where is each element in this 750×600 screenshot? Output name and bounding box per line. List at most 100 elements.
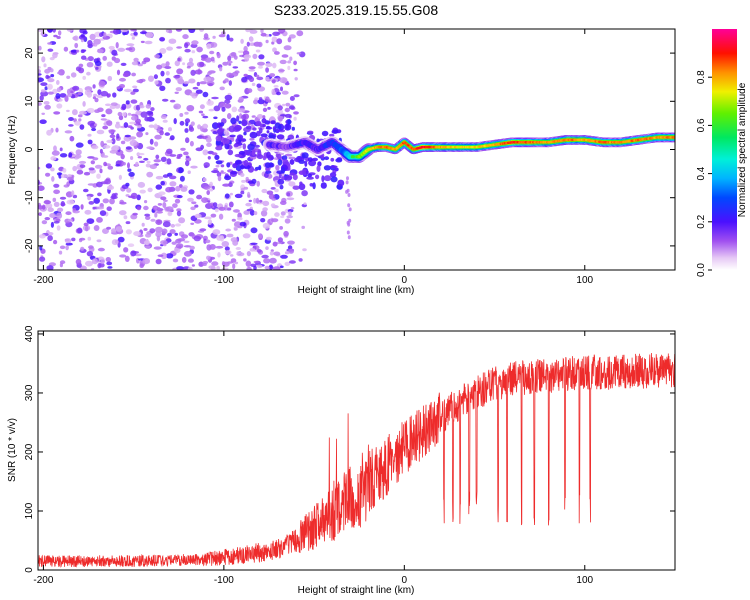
spectrogram-noise-blob [159,130,164,136]
spectrogram-noise-blob [276,134,285,140]
spectrogram-noise-blob [265,170,272,174]
spectrogram-noise-blob [96,129,105,135]
spectrogram-noise-blob [199,61,205,67]
spectrogram-noise-blob [276,91,281,96]
x-tick-label: -200 [33,575,53,586]
spectrogram-noise-blob [143,205,149,211]
spectrogram-noise-blob [248,66,256,70]
spectrogram-noise-blob [224,142,230,150]
spectrogram-noise-blob [271,79,276,84]
spectrogram-noise-blob [227,60,233,64]
spectrogram-noise-blob [72,85,80,91]
spectrogram-noise-blob [265,236,272,241]
spectrogram-noise-blob [288,156,296,160]
spectrogram-noise-blob [256,83,262,88]
spectrogram-noise-blob [288,260,296,264]
spectrogram-noise-blob [38,69,41,74]
spectrogram-noise-blob [221,241,230,247]
spectrogram-noise-blob [131,36,135,40]
spectrogram-noise-blob [160,70,165,77]
spectrogram-noise-blob [123,88,132,93]
spectrogram-noise-blob [269,73,276,78]
spectrogram-noise-blob [216,235,223,241]
spectrogram-noise-blob [218,206,226,211]
spectrogram-noise-blob [278,69,285,72]
spectrogram-noise-blob [252,127,257,131]
spectrogram-noise-blob [189,140,194,147]
spectrogram-noise-blob [51,150,60,156]
spectrogram-noise-blob [195,89,203,94]
spectrogram-noise-blob [211,96,219,100]
spectrogram-noise-blob [128,136,137,140]
spectrogram-noise-blob [256,76,264,81]
spectrogram-noise-blob [221,106,226,112]
x-tick-label: 0 [402,275,408,286]
spectrogram-noise-blob [127,125,133,128]
spectrogram-noise-blob [106,261,113,266]
spectrogram-noise-blob [84,209,92,215]
spectrogram-noise-blob [111,49,118,56]
spectrogram-noise-blob [208,265,216,270]
spectrogram-noise-blob [162,202,167,208]
spectrogram-noise-blob [247,143,255,151]
spectrogram-noise-blob [138,160,145,163]
spectrogram-noise-blob [155,175,164,180]
spectrogram-noise-blob [66,109,70,113]
spectrogram-noise-blob [239,221,246,227]
spectrogram-noise-blob [86,61,94,68]
spectrogram-noise-blob [217,175,222,182]
spectrogram-noise-blob [59,245,66,250]
spectrogram-noise-blob [274,212,280,217]
spectrogram-noise-blob [87,40,93,46]
spectrogram-noise-blob [115,226,123,232]
spectrogram-noise-blob [183,81,190,85]
spectrogram-noise-blob [78,160,87,164]
colorbar-tick-label: 0.6 [696,118,707,132]
spectrogram-noise-blob [208,108,215,112]
spectrogram-noise-blob [189,245,195,250]
spectrogram-noise-blob [316,165,321,173]
spectrogram-noise-blob [216,172,222,177]
spectrogram-noise-blob [271,91,277,95]
spectrogram-noise-blob [94,164,103,169]
spectrogram-noise-blob [191,264,195,267]
spectrogram-noise-blob [284,251,290,255]
spectrogram-noise-blob [279,184,284,190]
spectrogram-noise-blob [122,72,130,78]
spectrogram-noise-blob [160,114,167,119]
spectrogram-noise-blob [45,74,50,80]
spectrogram-noise-blob [166,46,174,51]
spectrogram-noise-blob [284,153,293,157]
spectrogram-noise-blob [205,239,211,244]
chart-title: S233.2025.319.15.55.G08 [274,2,438,18]
spectrogram-noise-blob [301,152,309,159]
spectrogram-noise-blob [115,149,124,156]
spectrogram-noise-blob [169,175,177,180]
spectrogram-noise-blob [149,164,157,170]
spectrogram-noise-blob [301,225,306,229]
spectrogram-noise-blob [241,76,248,83]
spectrogram-noise-blob [120,29,129,33]
spectrogram-noise-blob [229,254,234,257]
spectrogram-noise-blob [202,91,209,98]
spectrogram-noise-blob [230,258,237,263]
spectrogram-noise-blob [41,112,45,116]
spectrogram-noise-blob [150,107,155,112]
spectrogram-noise-blob [62,168,67,173]
spectrogram-noise-blob [75,154,82,159]
spectrogram-noise-blob [229,134,236,138]
signal-track [262,132,675,163]
spectrogram-noise-blob [131,115,138,121]
spectrogram-noise-blob [160,181,165,186]
spectrogram-noise-blob [165,77,171,84]
spectrogram-noise-blob [270,187,276,190]
spectrogram-noise-blob [224,175,232,181]
spectrogram-noise-blob [248,76,255,83]
spectrogram-noise-blob [156,235,161,242]
spectrogram-noise-blob [102,125,109,130]
spectrogram-noise-blob [243,73,248,77]
spectrogram-noise-blob [117,47,126,52]
spectrogram-noise-blob [206,190,210,196]
spectrogram-noise-blob [257,61,265,66]
